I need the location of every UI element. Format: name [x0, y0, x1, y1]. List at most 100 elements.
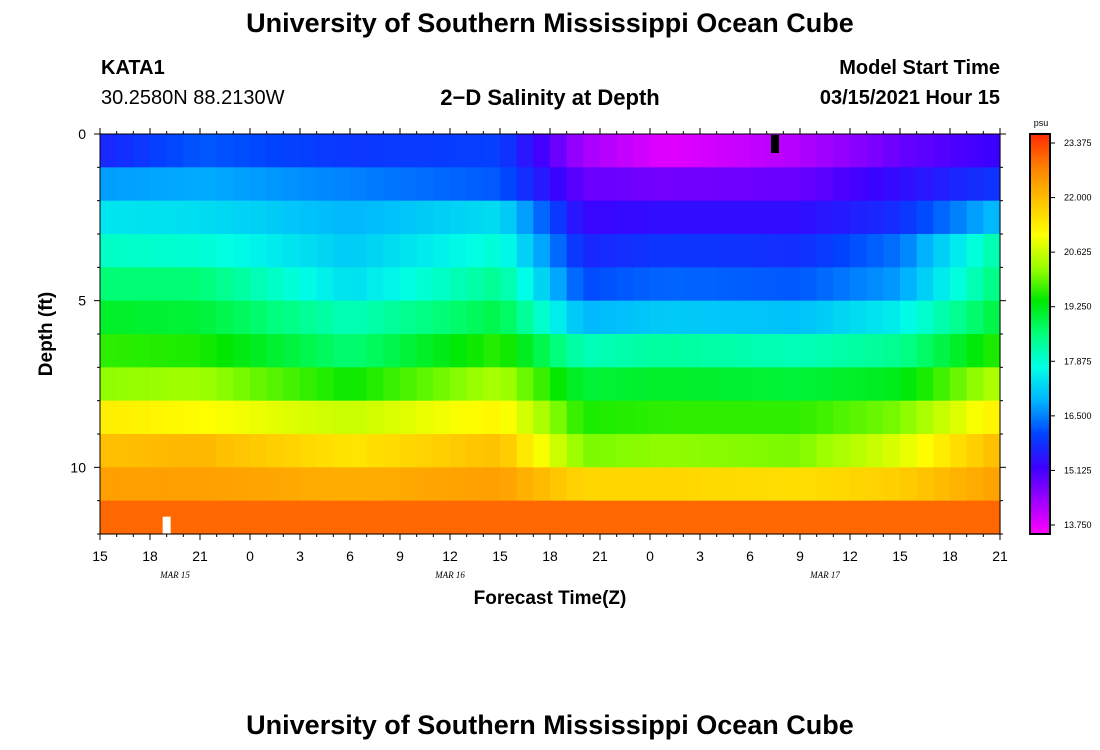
heatmap-cell	[650, 300, 668, 335]
heatmap-cell	[416, 134, 434, 168]
heatmap-cell	[566, 267, 584, 302]
heatmap-cell	[250, 434, 268, 468]
y-tick-label: 0	[78, 126, 86, 142]
heatmap-cell	[250, 334, 268, 368]
heatmap-cell	[983, 234, 1001, 268]
heatmap-cell	[900, 434, 918, 468]
heatmap-cell	[150, 467, 168, 502]
heatmap-cell	[233, 367, 251, 402]
heatmap-cell	[233, 400, 251, 435]
heatmap-cell	[916, 300, 934, 335]
heatmap-cell	[433, 434, 451, 468]
heatmap-cell	[300, 134, 318, 168]
heatmap-cell	[166, 334, 184, 368]
heatmap-cell	[216, 334, 234, 368]
heatmap-cell	[700, 167, 718, 202]
heatmap-cell	[616, 267, 634, 302]
heatmap-cell	[800, 434, 818, 468]
heatmap-cell	[400, 434, 418, 468]
heatmap-cell	[116, 467, 134, 502]
heatmap-cell	[883, 167, 901, 202]
heatmap-cell	[200, 400, 218, 435]
heatmap-cell	[166, 367, 184, 402]
x-axis-title: Forecast Time(Z)	[474, 588, 627, 609]
heatmap-cell	[683, 234, 701, 268]
heatmap-cell	[983, 134, 1001, 168]
heatmap-cell	[333, 367, 351, 402]
heatmap-cell	[200, 467, 218, 502]
heatmap-cell	[583, 134, 601, 168]
heatmap-cell	[366, 300, 384, 335]
heatmap-cell	[533, 367, 551, 402]
colorbar-tick-label: 17.875	[1064, 356, 1092, 366]
heatmap-cell	[483, 467, 501, 502]
heatmap-cell	[966, 234, 984, 268]
heatmap-cell	[466, 300, 484, 335]
heatmap-cell	[516, 134, 534, 168]
colorbar-tick-label: 15.125	[1064, 465, 1092, 475]
heatmap-cell	[183, 134, 201, 168]
heatmap-cell	[816, 234, 834, 268]
heatmap-cell	[516, 467, 534, 502]
heatmap-cell	[566, 167, 584, 202]
heatmap-cell	[766, 367, 784, 402]
heatmap-cell	[666, 367, 684, 402]
heatmap-cell	[816, 134, 834, 168]
heatmap-cell	[883, 200, 901, 235]
heatmap-cell	[266, 334, 284, 368]
heatmap-cell	[866, 267, 884, 302]
heatmap-cell	[183, 434, 201, 468]
heatmap-cell	[366, 467, 384, 502]
heatmap-cell	[450, 134, 468, 168]
heatmap-cell	[116, 500, 134, 535]
heatmap-cell	[983, 334, 1001, 368]
heatmap-cell	[800, 334, 818, 368]
heatmap-cell	[850, 234, 868, 268]
heatmap-cell	[966, 300, 984, 335]
heatmap-cell	[383, 400, 401, 435]
heatmap-cell	[650, 167, 668, 202]
heatmap-cell	[983, 367, 1001, 402]
heatmap-cell	[266, 367, 284, 402]
heatmap-cell	[250, 500, 268, 535]
heatmap-cell	[616, 367, 634, 402]
x-tick-label: 15	[492, 548, 508, 564]
heatmap-cell	[483, 334, 501, 368]
heatmap-cell	[600, 334, 618, 368]
heatmap-cell	[383, 300, 401, 335]
heatmap-cell	[800, 267, 818, 302]
heatmap-cell	[116, 200, 134, 235]
heatmap-cell	[400, 234, 418, 268]
heatmap-cell	[383, 267, 401, 302]
heatmap-cell	[950, 467, 968, 502]
heatmap-cell	[583, 367, 601, 402]
heatmap-cell	[283, 434, 301, 468]
heatmap-cell	[750, 167, 768, 202]
heatmap-cell	[550, 234, 568, 268]
x-tick-label: 18	[942, 548, 958, 564]
heatmap-cell	[500, 500, 518, 535]
heatmap-cell	[550, 134, 568, 168]
heatmap-cell	[916, 400, 934, 435]
heatmap-cell	[333, 500, 351, 535]
heatmap-cell	[616, 467, 634, 502]
heatmap-cell	[416, 234, 434, 268]
heatmap-cell	[316, 267, 334, 302]
heatmap-cell	[200, 267, 218, 302]
heatmap-cell	[316, 400, 334, 435]
x-tick-label: 21	[192, 548, 208, 564]
heatmap-cell	[316, 500, 334, 535]
heatmap-cell	[700, 134, 718, 168]
heatmap-cell	[283, 167, 301, 202]
heatmap-cell	[216, 500, 234, 535]
heatmap-cell	[366, 200, 384, 235]
heatmap-cell	[166, 267, 184, 302]
heatmap-cell	[833, 434, 851, 468]
heatmap-cell	[300, 367, 318, 402]
heatmap-cell	[350, 467, 368, 502]
heatmap-cell	[783, 234, 801, 268]
heatmap-cell	[616, 334, 634, 368]
heatmap-cell	[516, 267, 534, 302]
heatmap-cell	[450, 467, 468, 502]
heatmap-cell	[216, 234, 234, 268]
